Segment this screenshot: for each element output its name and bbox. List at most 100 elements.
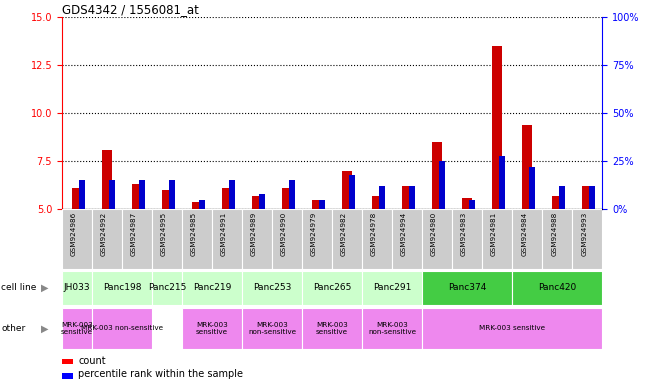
Bar bbox=[182, 308, 242, 349]
Bar bbox=[492, 46, 503, 209]
Bar bbox=[469, 200, 475, 209]
Text: Panc420: Panc420 bbox=[538, 283, 576, 293]
Bar bbox=[62, 373, 73, 379]
Text: Panc374: Panc374 bbox=[448, 283, 486, 293]
Bar bbox=[499, 156, 505, 209]
Bar bbox=[109, 180, 115, 209]
Bar bbox=[62, 271, 92, 305]
Text: GSM924983: GSM924983 bbox=[461, 212, 467, 256]
Bar bbox=[572, 209, 602, 269]
Text: ▶: ▶ bbox=[41, 283, 49, 293]
Text: GSM924990: GSM924990 bbox=[281, 212, 287, 256]
Text: Panc198: Panc198 bbox=[103, 283, 141, 293]
Bar bbox=[559, 186, 566, 209]
Bar bbox=[169, 180, 175, 209]
Bar bbox=[182, 209, 212, 269]
Bar bbox=[252, 196, 262, 209]
Text: GSM924979: GSM924979 bbox=[311, 212, 317, 256]
Bar bbox=[92, 209, 122, 269]
Bar bbox=[312, 200, 322, 209]
Text: percentile rank within the sample: percentile rank within the sample bbox=[78, 369, 243, 379]
Bar bbox=[439, 161, 445, 209]
Bar bbox=[380, 186, 385, 209]
Bar bbox=[62, 308, 92, 349]
Text: GSM924992: GSM924992 bbox=[101, 212, 107, 256]
Text: GSM924988: GSM924988 bbox=[551, 212, 557, 256]
Bar bbox=[132, 184, 142, 209]
Bar bbox=[452, 209, 482, 269]
Bar bbox=[242, 308, 302, 349]
Bar bbox=[222, 188, 232, 209]
Bar bbox=[102, 150, 112, 209]
Text: Panc253: Panc253 bbox=[253, 283, 291, 293]
Text: MRK-003
non-sensitive: MRK-003 non-sensitive bbox=[368, 322, 416, 335]
Bar bbox=[332, 209, 362, 269]
Bar bbox=[289, 180, 296, 209]
Bar bbox=[182, 271, 242, 305]
Bar bbox=[139, 180, 145, 209]
Bar bbox=[72, 188, 82, 209]
Bar bbox=[372, 196, 382, 209]
Text: count: count bbox=[78, 356, 105, 366]
Bar bbox=[422, 209, 452, 269]
Text: GSM924991: GSM924991 bbox=[221, 212, 227, 256]
Bar bbox=[350, 175, 355, 209]
Bar bbox=[362, 209, 392, 269]
Text: Panc215: Panc215 bbox=[148, 283, 186, 293]
Bar bbox=[191, 202, 202, 209]
Text: GSM924995: GSM924995 bbox=[161, 212, 167, 256]
Text: MRK-003 sensitive: MRK-003 sensitive bbox=[479, 325, 545, 331]
Bar bbox=[62, 209, 92, 269]
Bar bbox=[512, 271, 602, 305]
Bar bbox=[302, 209, 332, 269]
Bar bbox=[212, 209, 242, 269]
Bar bbox=[152, 209, 182, 269]
Bar bbox=[422, 271, 512, 305]
Bar bbox=[529, 167, 535, 209]
Bar bbox=[462, 198, 473, 209]
Bar bbox=[242, 271, 302, 305]
Bar bbox=[342, 171, 352, 209]
Text: cell line: cell line bbox=[1, 283, 36, 293]
Text: GSM924986: GSM924986 bbox=[71, 212, 77, 256]
Bar bbox=[62, 359, 73, 364]
Bar bbox=[522, 125, 533, 209]
Bar bbox=[229, 180, 235, 209]
Bar bbox=[589, 186, 596, 209]
Bar bbox=[542, 209, 572, 269]
Text: GSM924989: GSM924989 bbox=[251, 212, 257, 256]
Text: MRK-003
non-sensitive: MRK-003 non-sensitive bbox=[248, 322, 296, 335]
Bar bbox=[259, 194, 265, 209]
Text: GSM924987: GSM924987 bbox=[131, 212, 137, 256]
Text: GSM924982: GSM924982 bbox=[341, 212, 347, 256]
Text: MRK-003
sensitive: MRK-003 sensitive bbox=[61, 322, 93, 335]
Bar bbox=[161, 190, 172, 209]
Bar bbox=[242, 209, 272, 269]
Text: MRK-003
sensitive: MRK-003 sensitive bbox=[196, 322, 228, 335]
Bar bbox=[302, 308, 362, 349]
Bar bbox=[199, 200, 205, 209]
Bar bbox=[402, 186, 412, 209]
Text: GSM924993: GSM924993 bbox=[581, 212, 587, 256]
Bar bbox=[152, 271, 182, 305]
Text: GSM924984: GSM924984 bbox=[521, 212, 527, 256]
Bar bbox=[92, 271, 152, 305]
Bar bbox=[319, 200, 326, 209]
Text: MRK-003 non-sensitive: MRK-003 non-sensitive bbox=[81, 325, 163, 331]
Text: Panc291: Panc291 bbox=[373, 283, 411, 293]
Text: GSM924978: GSM924978 bbox=[371, 212, 377, 256]
Bar bbox=[482, 209, 512, 269]
Text: MRK-003
sensitive: MRK-003 sensitive bbox=[316, 322, 348, 335]
Bar bbox=[362, 271, 422, 305]
Bar bbox=[122, 209, 152, 269]
Bar bbox=[79, 180, 85, 209]
Text: Panc219: Panc219 bbox=[193, 283, 231, 293]
Bar bbox=[432, 142, 442, 209]
Text: GDS4342 / 1556081_at: GDS4342 / 1556081_at bbox=[62, 3, 199, 16]
Bar bbox=[409, 186, 415, 209]
Text: Panc265: Panc265 bbox=[313, 283, 351, 293]
Bar bbox=[582, 186, 592, 209]
Bar bbox=[422, 308, 602, 349]
Bar bbox=[512, 209, 542, 269]
Text: GSM924985: GSM924985 bbox=[191, 212, 197, 256]
